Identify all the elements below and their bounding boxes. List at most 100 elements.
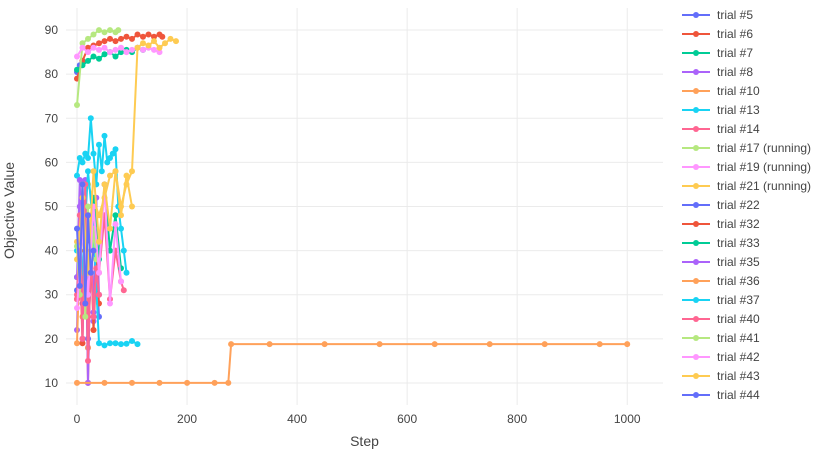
x-tick-label: 600 <box>397 412 417 426</box>
y-tick-label: 50 <box>45 200 59 214</box>
legend-item[interactable]: trial #32 <box>682 217 760 231</box>
data-point <box>90 53 97 60</box>
legend-label: trial #10 <box>717 84 760 98</box>
data-point <box>107 27 113 34</box>
legend-item[interactable]: trial #42 <box>682 350 760 364</box>
data-point <box>129 338 135 344</box>
legend-item[interactable]: trial #14 <box>682 122 760 136</box>
x-tick-label: 200 <box>177 412 197 426</box>
legend-item[interactable]: trial #22 <box>682 198 760 212</box>
data-point <box>107 300 113 307</box>
data-point <box>90 150 97 157</box>
data-point <box>624 341 631 348</box>
legend-item[interactable]: trial #6 <box>682 27 753 41</box>
data-point <box>101 51 108 58</box>
legend-item[interactable]: trial #36 <box>682 274 760 288</box>
legend[interactable]: trial #5 trial #6 trial #7 trial #8 trial #1… <box>682 8 811 402</box>
legend-swatch-marker <box>693 12 699 18</box>
data-point <box>101 342 108 349</box>
data-point <box>112 168 119 175</box>
legend-item[interactable]: trial #40 <box>682 312 760 326</box>
data-point <box>90 327 97 333</box>
series-trial-5 <box>74 115 130 276</box>
legend-item[interactable]: trial #13 <box>682 103 760 117</box>
legend-item[interactable]: trial #8 <box>682 65 753 79</box>
data-point <box>151 46 157 53</box>
data-point <box>74 225 80 232</box>
data-point <box>79 40 86 47</box>
data-point <box>109 150 116 157</box>
data-point <box>101 44 108 51</box>
data-point <box>156 379 163 386</box>
y-tick-label: 90 <box>45 23 59 37</box>
data-point <box>74 379 80 386</box>
legend-label: trial #35 <box>717 255 760 269</box>
data-point <box>266 341 273 348</box>
legend-label: trial #36 <box>717 274 760 288</box>
data-point <box>74 53 80 60</box>
data-point <box>156 44 163 51</box>
legend-swatch-marker <box>693 240 699 246</box>
data-point <box>145 31 152 38</box>
legend-item[interactable]: trial #7 <box>682 46 753 60</box>
data-point <box>123 33 130 40</box>
legend-item[interactable]: trial #21 (running) <box>682 179 811 193</box>
data-point <box>74 66 80 73</box>
legend-label: trial #32 <box>717 217 760 231</box>
data-point <box>225 379 232 386</box>
grid <box>66 8 663 405</box>
data-point <box>129 379 135 386</box>
data-point <box>112 53 119 60</box>
legend-swatch-marker <box>693 31 699 37</box>
data-point <box>376 341 383 348</box>
series-trial-7 <box>74 27 122 108</box>
legend-label: trial #43 <box>717 369 760 383</box>
legend-label: trial #33 <box>717 236 760 250</box>
data-point <box>87 115 94 122</box>
legend-item[interactable]: trial #43 <box>682 369 760 383</box>
data-point <box>151 38 157 45</box>
data-point <box>134 44 141 51</box>
data-point <box>167 35 174 42</box>
data-point <box>79 159 86 166</box>
legend-item[interactable]: trial #5 <box>682 8 753 22</box>
data-point <box>107 49 113 56</box>
legend-label: trial #6 <box>717 27 753 41</box>
legend-item[interactable]: trial #44 <box>682 388 760 402</box>
data-point <box>76 155 83 161</box>
data-point <box>112 38 119 45</box>
legend-swatch-marker <box>693 50 699 56</box>
y-tick-label: 30 <box>45 288 59 302</box>
legend-item[interactable]: trial #19 (running) <box>682 160 811 174</box>
data-point <box>228 341 235 348</box>
legend-item[interactable]: trial #35 <box>682 255 760 269</box>
data-point <box>156 49 163 56</box>
legend-item[interactable]: trial #33 <box>682 236 760 250</box>
data-point <box>79 181 86 188</box>
y-tick-label: 10 <box>45 376 59 390</box>
legend-label: trial #42 <box>717 350 760 364</box>
data-point <box>140 33 146 40</box>
data-point <box>87 269 94 276</box>
legend-label: trial #14 <box>717 122 760 136</box>
legend-label: trial #41 <box>717 331 760 345</box>
data-point <box>173 38 179 45</box>
legend-swatch-marker <box>693 107 699 113</box>
legend-label: trial #8 <box>717 65 753 79</box>
legend-label: trial #22 <box>717 198 760 212</box>
legend-item[interactable]: trial #17 (running) <box>682 141 811 155</box>
legend-item[interactable]: trial #37 <box>682 293 760 307</box>
legend-swatch-marker <box>693 316 699 322</box>
x-tick-label: 800 <box>507 412 527 426</box>
data-point <box>123 49 130 56</box>
data-point <box>123 340 130 347</box>
data-point <box>118 35 124 42</box>
axes: 10 20 30 40 50 60 70 80 90 0 200 400 600 800 1000 <box>45 23 641 426</box>
data-point <box>90 44 97 51</box>
data-point <box>82 313 89 320</box>
data-point <box>90 31 97 38</box>
legend-item[interactable]: trial #10 <box>682 84 760 98</box>
data-point <box>120 247 127 254</box>
legend-item[interactable]: trial #41 <box>682 331 760 345</box>
legend-swatch-marker <box>693 354 699 360</box>
